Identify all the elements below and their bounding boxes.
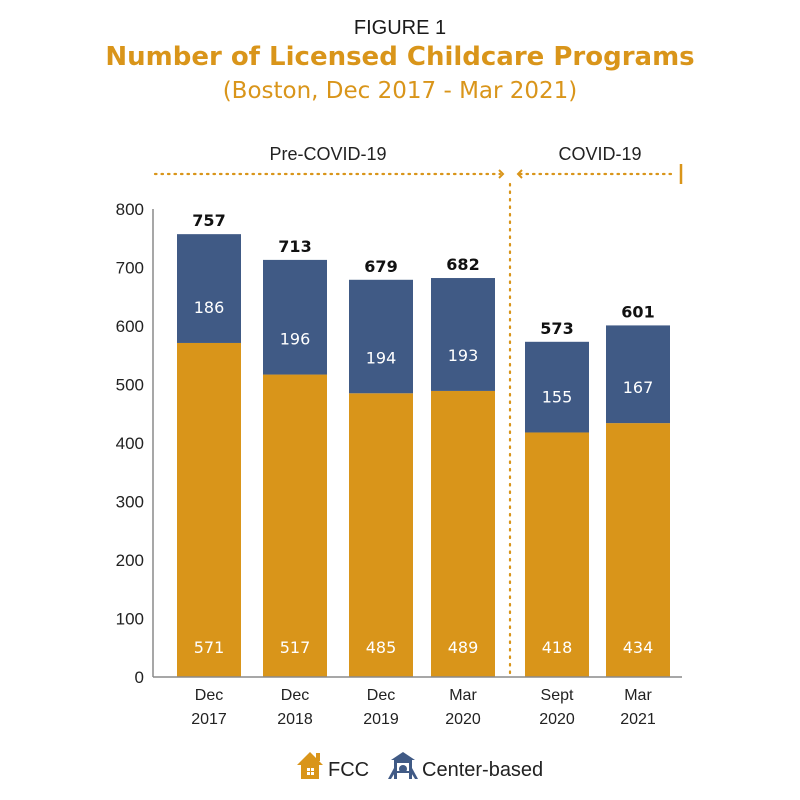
bar-fcc [431,390,495,677]
arrow-right-icon [498,169,505,179]
data-label-center-based: 186 [194,298,225,317]
x-tick-label: Mar [449,687,477,704]
y-tick-label: 600 [116,317,144,336]
x-axis: Dec 2017 Dec 2018 Dec 2019 Mar 2020 Sept 2020 Mar 2… [153,676,682,728]
chart-title: Number of Licensed Childcare Programs [105,42,694,72]
x-tick-label: Dec [367,687,395,704]
data-label-fcc: 489 [448,638,479,657]
period-label-pre-covid: Pre-COVID-19 [269,144,386,164]
x-tick-label: Dec [195,687,223,704]
y-tick-label: 0 [135,668,144,687]
period-annotations: Pre-COVID-19 COVID-19 [153,144,683,677]
data-label-fcc: 418 [542,638,573,657]
figure-label: FIGURE 1 [354,17,446,39]
bar-fcc [349,393,413,677]
legend-label-center-based: Center-based [422,759,543,781]
x-tick-label: Sept [541,687,574,704]
data-label-total: 601 [621,302,654,321]
y-tick-label: 100 [116,610,144,629]
bar-center-based [263,259,327,375]
data-label-center-based: 193 [448,346,479,365]
data-label-fcc: 517 [280,638,311,657]
data-label-total: 573 [540,319,573,338]
legend-label-fcc: FCC [328,759,369,781]
arrow-left-icon [516,169,523,179]
x-tick-label: 2020 [445,711,481,728]
playground-icon [388,752,418,779]
data-label-fcc: 485 [366,638,397,657]
bar-fcc [263,374,327,677]
bar-fcc [606,423,670,677]
bar-center-based [525,341,589,433]
bar-center-based [431,278,495,391]
bar-fcc [525,432,589,677]
data-label-total: 713 [278,237,311,256]
bar-center-based [606,325,670,424]
data-label-total: 757 [192,211,225,230]
data-label-center-based: 194 [366,348,397,367]
data-label-center-based: 155 [542,387,573,406]
bar-center-based [177,234,241,343]
x-tick-label: Dec [281,687,309,704]
x-tick-label: Mar [624,687,652,704]
x-tick-label: 2019 [363,711,399,728]
house-icon [297,752,323,779]
x-tick-label: 2018 [277,711,313,728]
chart-subtitle: (Boston, Dec 2017 - Mar 2021) [223,78,578,104]
bar-center-based [349,279,413,394]
bar-fcc [177,342,241,677]
legend-item-center-based: Center-based [388,752,543,781]
period-label-covid: COVID-19 [558,144,641,164]
y-tick-label: 500 [116,376,144,395]
y-tick-label: 200 [116,551,144,570]
data-label-center-based: 196 [280,330,311,349]
y-tick-label: 700 [116,259,144,278]
x-tick-label: 2017 [191,711,227,728]
legend-item-fcc: FCC [297,752,369,781]
x-tick-label: 2021 [620,711,656,728]
data-label-total: 679 [364,257,397,276]
y-tick-label: 300 [116,493,144,512]
y-axis: 0 100 200 300 400 500 600 700 800 [116,200,154,687]
y-tick-label: 800 [116,200,144,219]
data-label-center-based: 167 [623,378,654,397]
y-tick-label: 400 [116,434,144,453]
legend: FCC Center-based [297,752,543,781]
x-tick-label: 2020 [539,711,575,728]
data-label-total: 682 [446,255,479,274]
data-label-fcc: 434 [623,638,654,657]
data-label-fcc: 571 [194,638,225,657]
bars: 571 186 757 517 196 713 485 194 679 489 193 682 418 1… [177,211,670,677]
